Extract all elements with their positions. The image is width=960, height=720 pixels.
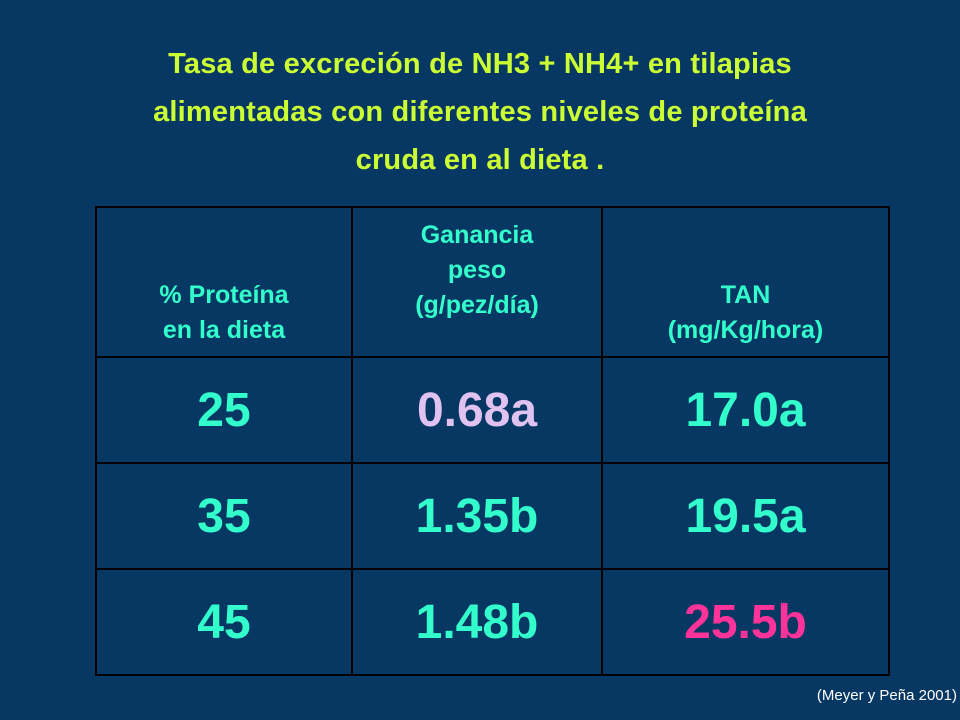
table-row: 25 0.68a 17.0a <box>95 356 890 464</box>
cell-tan: 19.5a <box>601 462 890 570</box>
title-line-3: cruda en al dieta . <box>355 144 605 176</box>
title-line-2: alimentadas con diferentes niveles de pr… <box>153 96 807 128</box>
header-protein-line-2: en la dieta <box>162 316 286 344</box>
protein-excretion-table: % Proteína en la dieta Ganancia peso (g/… <box>95 206 890 676</box>
table-row: 35 1.35b 19.5a <box>95 462 890 570</box>
header-gain-line-3: (g/pez/día) <box>415 291 539 319</box>
slide-title: Tasa de excreción de NH3 + NH4+ en tilap… <box>30 40 930 184</box>
header-protein-line-1: % Proteína <box>159 281 289 309</box>
cell-gain: 0.68a <box>351 356 603 464</box>
header-gain-line-1: Ganancia <box>420 221 534 249</box>
cell-protein: 35 <box>95 462 353 570</box>
header-weight-gain: Ganancia peso (g/pez/día) <box>351 206 603 358</box>
header-gain-line-2: peso <box>447 256 507 284</box>
cell-tan: 17.0a <box>601 356 890 464</box>
cell-gain: 1.48b <box>351 568 603 676</box>
table-header-row: % Proteína en la dieta Ganancia peso (g/… <box>95 206 890 358</box>
source-citation: (Meyer y Peña 2001) <box>816 687 957 704</box>
cell-protein: 25 <box>95 356 353 464</box>
header-tan: TAN (mg/Kg/hora) <box>601 206 890 358</box>
header-tan-line-2: (mg/Kg/hora) <box>667 316 824 344</box>
table-row: 45 1.48b 25.5b <box>95 568 890 676</box>
cell-tan: 25.5b <box>601 568 890 676</box>
title-line-1: Tasa de excreción de NH3 + NH4+ en tilap… <box>168 48 792 80</box>
header-protein: % Proteína en la dieta <box>95 206 353 358</box>
cell-protein: 45 <box>95 568 353 676</box>
cell-gain: 1.35b <box>351 462 603 570</box>
header-tan-line-1: TAN <box>720 281 771 309</box>
